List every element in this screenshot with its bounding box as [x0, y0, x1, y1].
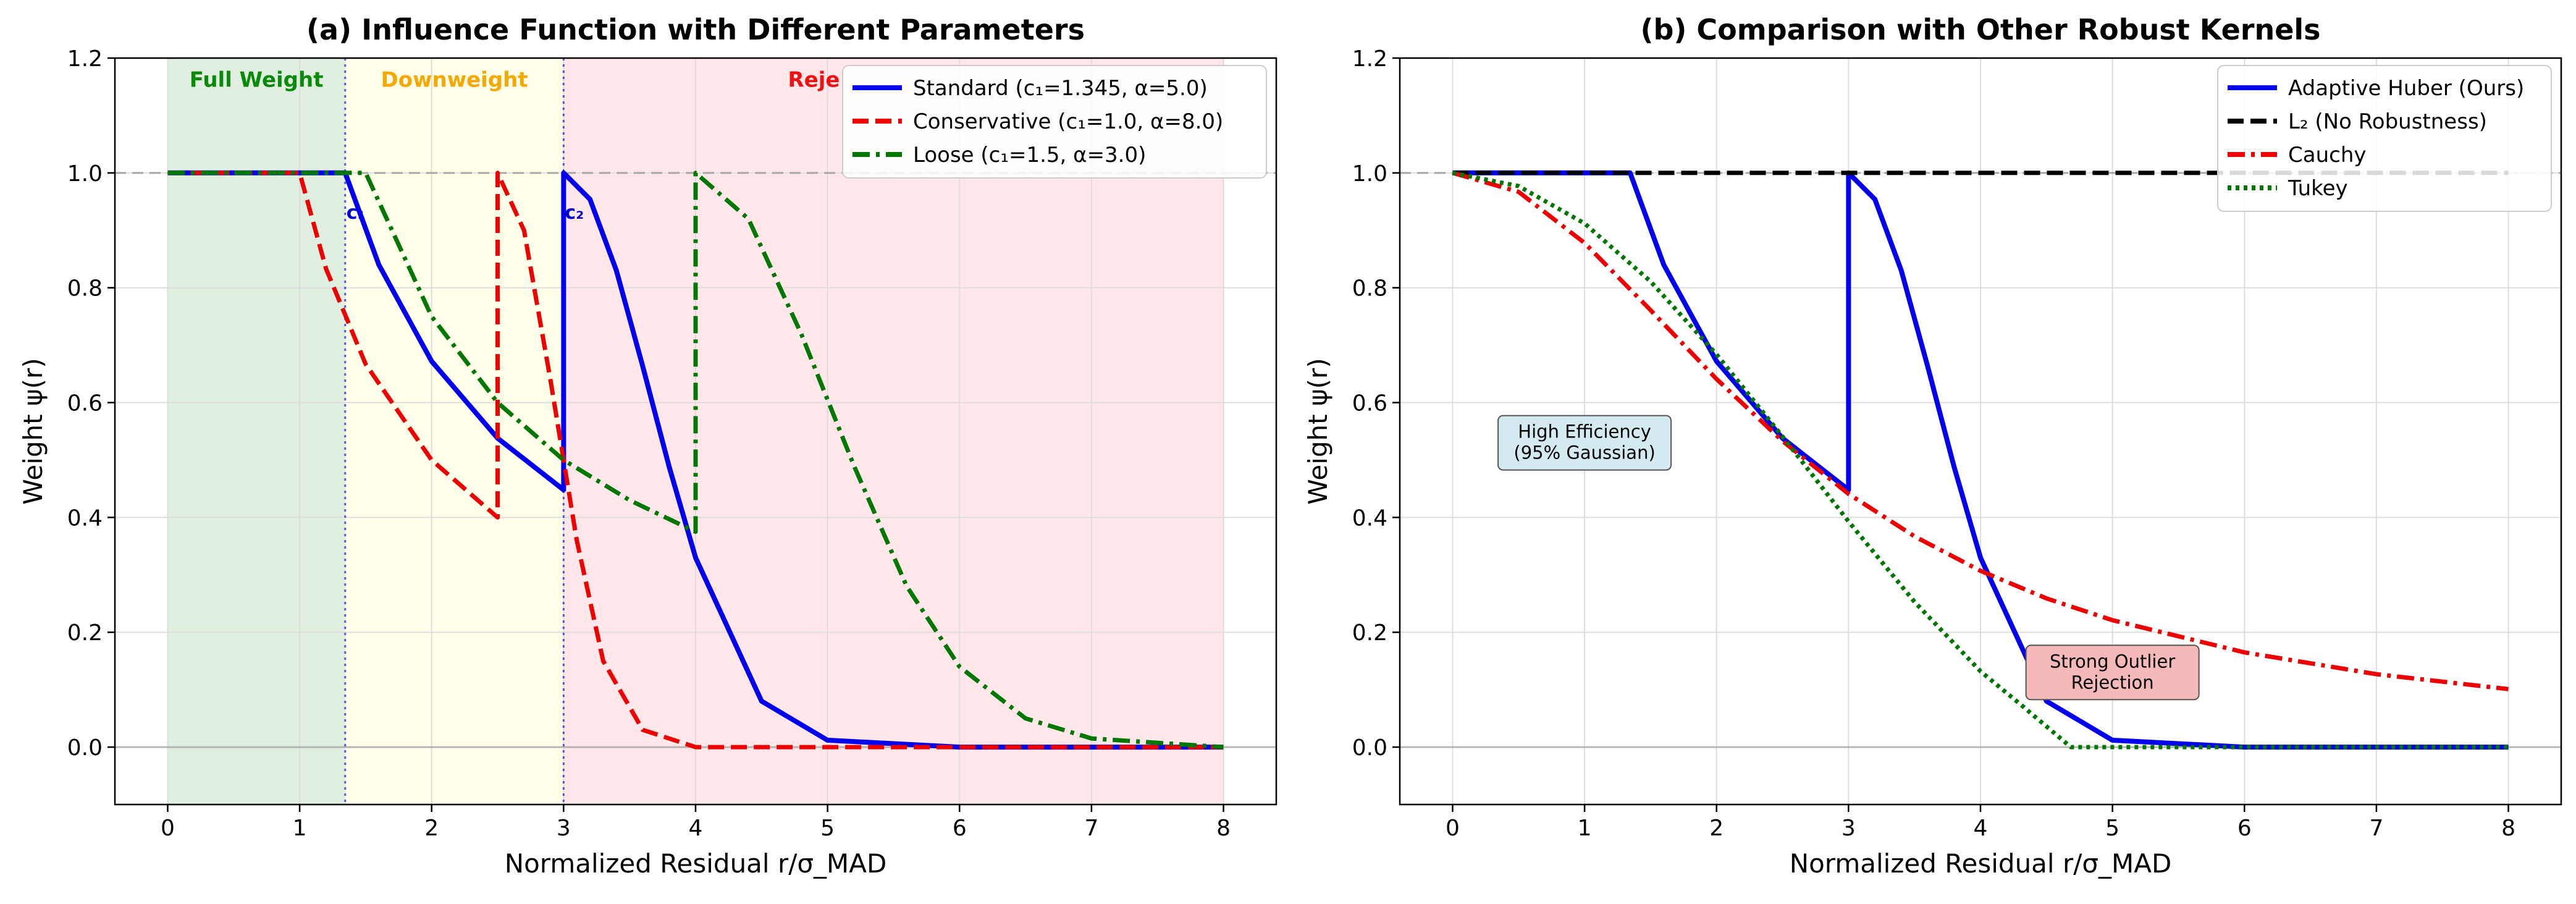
y-tick-label: 0.8 — [1352, 276, 1387, 302]
x-tick-label: 0 — [1446, 816, 1460, 841]
y-tick-label: 1.0 — [67, 161, 103, 187]
legend-label: Loose (c₁=1.5, α=3.0) — [913, 143, 1146, 167]
legend-label: Tukey — [2288, 176, 2348, 201]
legend-label: L₂ (No Robustness) — [2288, 109, 2487, 134]
chart-panel-b: High Efficiency(95% Gaussian) Strong Outl… — [1303, 13, 2562, 879]
region-label: Reje — [788, 67, 840, 92]
x-tick-label: 2 — [1709, 816, 1724, 841]
y-tick-label: 0.6 — [67, 391, 103, 416]
x-axis-label: Normalized Residual r/σ_MAD — [505, 848, 887, 879]
region-band — [563, 58, 1224, 805]
x-tick-label: 1 — [293, 816, 307, 841]
x-tick-label: 8 — [1216, 816, 1231, 841]
y-tick-label: 0.4 — [67, 505, 103, 531]
threshold-label: c₂ — [565, 202, 584, 224]
x-tick-label: 3 — [557, 816, 571, 841]
x-tick-label: 4 — [689, 816, 703, 841]
annotation-text: High Efficiency — [1518, 421, 1651, 442]
x-tick-label: 8 — [2501, 816, 2515, 841]
x-tick-label: 7 — [2369, 816, 2383, 841]
y-tick-label: 0.2 — [67, 620, 103, 646]
series-line — [167, 170, 1224, 750]
series-line — [1452, 171, 2509, 691]
y-tick-label: 0.0 — [67, 735, 103, 761]
series-line — [167, 171, 1224, 750]
x-axis-label: Normalized Residual r/σ_MAD — [1790, 848, 2172, 879]
legend-label: Conservative (c₁=1.0, α=8.0) — [913, 109, 1223, 134]
x-tick-label: 0 — [161, 816, 175, 841]
annotation-text: Strong Outlier — [2050, 651, 2175, 672]
y-axis-label: Weight ψ(r) — [1303, 358, 1333, 504]
y-tick-label: 1.0 — [1352, 161, 1387, 187]
series-line — [1452, 170, 2509, 750]
legend-label: Standard (c₁=1.345, α=5.0) — [913, 76, 1208, 101]
legend: Standard (c₁=1.345, α=5.0) Conservative (… — [842, 65, 1267, 179]
y-tick-label: 0.4 — [1352, 505, 1387, 531]
region-band — [345, 58, 564, 805]
y-axis-label: Weight ψ(r) — [18, 358, 48, 504]
region-label: Downweight — [381, 67, 528, 92]
x-tick-label: 2 — [424, 816, 439, 841]
x-tick-label: 3 — [1842, 816, 1856, 841]
x-tick-label: 6 — [953, 816, 967, 841]
x-tick-label: 4 — [1974, 816, 1988, 841]
legend-box — [2217, 65, 2552, 212]
series-line — [1452, 171, 2509, 750]
chart-title: (a) Influence Function with Different Pa… — [306, 13, 1085, 46]
legend-label: Adaptive Huber (Ours) — [2288, 76, 2524, 101]
chart-title: (b) Comparison with Other Robust Kernels — [1640, 13, 2320, 46]
legend: Adaptive Huber (Ours) L₂ (No Robustness) C… — [2217, 65, 2552, 212]
y-tick-label: 0.6 — [1352, 391, 1387, 416]
region-band — [167, 58, 345, 805]
series-line — [167, 171, 1224, 750]
y-tick-label: 0.8 — [67, 276, 103, 302]
legend-box — [842, 65, 1267, 179]
annotation-text: (95% Gaussian) — [1513, 442, 1655, 463]
x-tick-label: 6 — [2237, 816, 2252, 841]
y-tick-label: 0.0 — [1352, 735, 1387, 761]
x-tick-label: 1 — [1578, 816, 1592, 841]
y-tick-label: 1.2 — [1352, 46, 1387, 72]
annotation-text: Rejection — [2071, 672, 2154, 693]
y-tick-label: 0.2 — [1352, 620, 1387, 646]
region-label: Full Weight — [190, 67, 324, 92]
x-tick-label: 5 — [820, 816, 835, 841]
legend-label: Cauchy — [2288, 143, 2367, 167]
annotation-box — [2025, 644, 2200, 701]
x-tick-label: 7 — [1084, 816, 1098, 841]
annotation-box — [1497, 415, 1672, 471]
x-tick-label: 5 — [2105, 816, 2119, 841]
y-tick-label: 1.2 — [67, 46, 103, 72]
